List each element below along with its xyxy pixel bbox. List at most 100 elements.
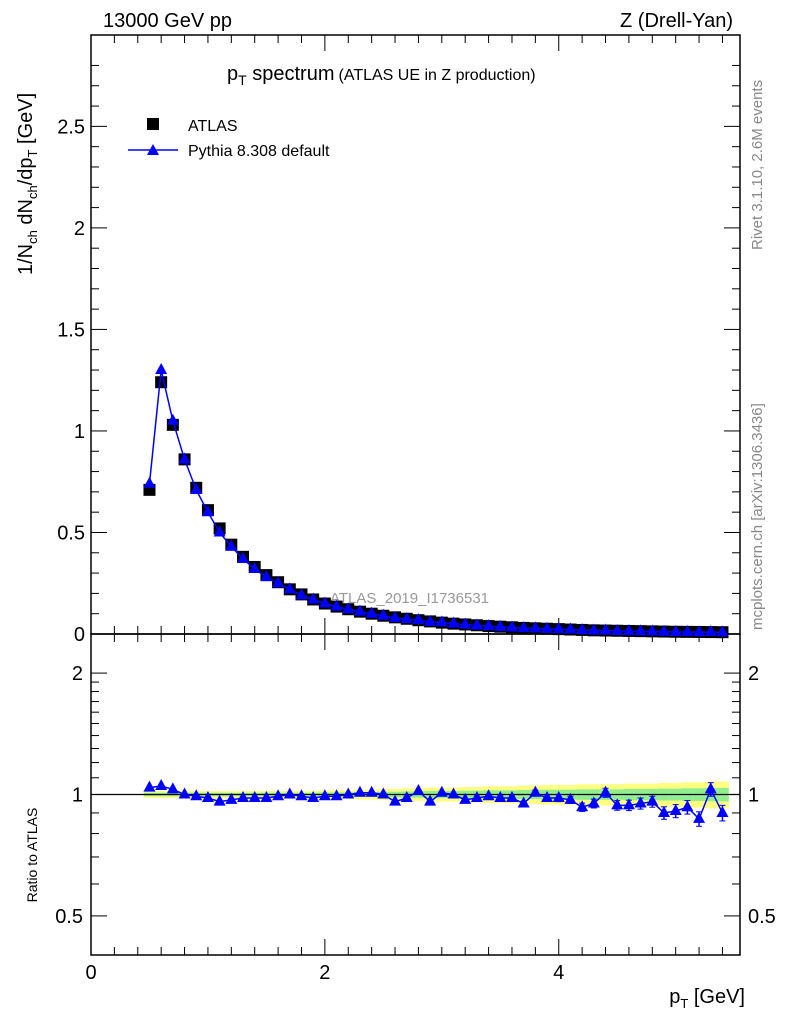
y-tick-label: 0: [74, 624, 85, 646]
legend-atlas-label: ATLAS: [188, 118, 238, 135]
chart-marks: 0 2 4 0 0.5 1 1.5 2 2.5 0.5 0.5 1 1 2 2: [55, 34, 776, 984]
pythia-point: [412, 612, 425, 624]
ratio-point: [447, 787, 460, 799]
rivet-label: Rivet 3.1.10, 2.6M events: [749, 80, 766, 250]
ratio-point: [272, 789, 285, 801]
pythia-point: [155, 363, 168, 375]
pythia-point: [166, 413, 179, 425]
y-tick-label: 2.5: [57, 116, 85, 138]
x-tick-label: 4: [553, 962, 564, 984]
header-right: Z (Drell-Yan): [620, 10, 733, 32]
ratio-point: [716, 805, 729, 817]
ratio-point: [143, 780, 156, 792]
pythia-point: [389, 610, 402, 622]
ratio-point: [342, 787, 355, 799]
pythia-point: [505, 620, 518, 632]
pythia-point: [190, 482, 203, 494]
ratio-point: [412, 784, 425, 796]
ratio-point: [681, 800, 694, 812]
pythia-point: [576, 623, 589, 635]
ratio-point: [424, 794, 437, 806]
title-sub: T: [238, 72, 247, 88]
ratio-point: [237, 791, 250, 803]
chart-title: pT spectrum (ATLAS UE in Z production): [227, 63, 536, 88]
ratio-point: [318, 789, 331, 801]
pythia-point: [307, 592, 320, 604]
pythia-point: [669, 624, 682, 636]
mcplots-label: mcplots.cern.ch [arXiv:1306.3436]: [749, 403, 766, 630]
ratio-point: [587, 796, 600, 808]
chart-subtitle: (ATLAS UE in Z production): [339, 67, 536, 84]
ratio-point: [622, 798, 635, 810]
pythia-point: [225, 539, 238, 551]
ratio-point: [178, 787, 191, 799]
pythia-point: [482, 619, 495, 631]
ratio-y-tick-label: 0.5: [55, 906, 83, 928]
ratio-point: [283, 787, 296, 799]
pythia-point: [248, 562, 261, 574]
x-tick-label: 2: [319, 962, 330, 984]
pythia-point: [552, 622, 565, 634]
pythia-point: [143, 476, 156, 488]
pythia-point: [704, 625, 717, 637]
pythia-point: [634, 624, 647, 636]
pythia-point: [283, 582, 296, 594]
pythia-point: [646, 624, 659, 636]
ratio-point: [552, 791, 565, 803]
pythia-point: [201, 505, 214, 517]
ratio-y-tick-label-right: 1: [748, 785, 759, 807]
ratio-point: [693, 811, 706, 823]
ratio-point: [482, 789, 495, 801]
x-axis-label: pT [GeV]: [669, 986, 745, 1011]
pythia-point: [435, 615, 448, 627]
ratio-point: [225, 792, 238, 804]
ratio-point: [576, 800, 589, 812]
ratio-y-tick-label-right: 2: [748, 663, 759, 685]
ratio-point: [190, 789, 203, 801]
ratio-point: [505, 791, 518, 803]
pythia-point: [400, 612, 413, 624]
pythia-point: [260, 570, 273, 582]
pythia-point: [178, 452, 191, 464]
pythia-point: [529, 621, 542, 633]
pythia-point: [447, 616, 460, 628]
pythia-point: [599, 623, 612, 635]
ratio-point: [669, 804, 682, 816]
pythia-point: [716, 625, 729, 637]
pythia-point: [330, 599, 343, 611]
pythia-point: [494, 619, 507, 631]
ratio-point: [260, 791, 273, 803]
pythia-point: [237, 551, 250, 563]
legend-atlas-marker: [147, 118, 159, 130]
ratio-point: [517, 796, 530, 808]
pythia-point: [657, 624, 670, 636]
ratio-point: [400, 791, 413, 803]
ratio-point: [201, 791, 214, 803]
ratio-point: [213, 794, 226, 806]
pythia-point: [564, 622, 577, 634]
pythia-point: [424, 614, 437, 626]
ratio-point: [295, 789, 308, 801]
pythia-point: [611, 623, 624, 635]
pythia-point: [622, 624, 635, 636]
ratio-point: [435, 785, 448, 797]
pythia-point: [587, 623, 600, 635]
title-p: p: [227, 63, 238, 85]
ratio-point: [330, 789, 343, 801]
header-left: 13000 GeV pp: [103, 10, 232, 32]
legend-pythia-label: Pythia 8.308 default: [188, 143, 330, 160]
legend: ATLAS Pythia 8.308 default: [128, 118, 330, 160]
ratio-point: [166, 782, 179, 794]
ratio-point: [470, 791, 483, 803]
ratio-point: [541, 791, 554, 803]
ratio-point: [248, 791, 261, 803]
ratio-y-tick-label: 1: [72, 785, 83, 807]
pythia-point: [517, 621, 530, 633]
ratio-point: [307, 791, 320, 803]
ratio-point: [353, 785, 366, 797]
pythia-point: [365, 606, 378, 618]
pythia-point: [353, 604, 366, 616]
pythia-point: [213, 525, 226, 537]
ratio-point: [529, 785, 542, 797]
